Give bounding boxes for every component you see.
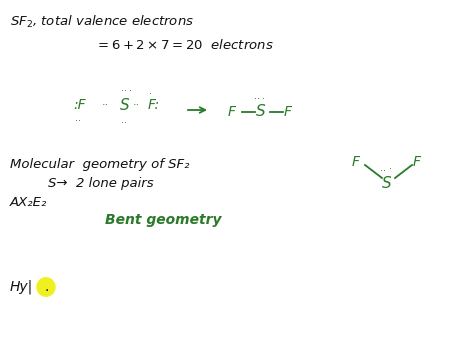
Text: F: F bbox=[352, 155, 360, 169]
Text: ..: .. bbox=[75, 113, 81, 123]
Text: ..: .. bbox=[102, 97, 109, 107]
Text: .: . bbox=[44, 280, 48, 294]
Text: ..: .. bbox=[380, 163, 386, 173]
Text: ..: .. bbox=[254, 91, 260, 101]
Text: ..: .. bbox=[121, 83, 127, 93]
Text: .: . bbox=[149, 86, 152, 96]
Text: Molecular  geometry of SF₂: Molecular geometry of SF₂ bbox=[10, 158, 190, 171]
Ellipse shape bbox=[37, 278, 55, 296]
Text: Bent geometry: Bent geometry bbox=[105, 213, 221, 227]
Text: ..: .. bbox=[133, 97, 140, 107]
Text: S: S bbox=[256, 104, 265, 120]
Text: ..: .. bbox=[121, 115, 127, 125]
Text: .: . bbox=[389, 161, 392, 171]
Text: F:: F: bbox=[148, 98, 160, 112]
Text: AX₂E₂: AX₂E₂ bbox=[10, 196, 47, 209]
Text: S→  2 lone pairs: S→ 2 lone pairs bbox=[48, 177, 154, 190]
Text: .: . bbox=[262, 91, 265, 101]
Text: .: . bbox=[129, 83, 132, 93]
Text: S: S bbox=[382, 175, 392, 191]
Text: F: F bbox=[413, 155, 421, 169]
Text: $\mathit{SF_2}$, total valence electrons: $\mathit{SF_2}$, total valence electrons bbox=[10, 14, 194, 30]
Text: Hy|: Hy| bbox=[10, 280, 33, 295]
Text: F: F bbox=[284, 105, 292, 119]
Text: :F: :F bbox=[73, 98, 86, 112]
Text: F: F bbox=[228, 105, 236, 119]
Text: $\mathit{= 6 + 2 \times 7 = 20}$  electrons: $\mathit{= 6 + 2 \times 7 = 20}$ electro… bbox=[95, 38, 273, 52]
Text: S: S bbox=[120, 98, 129, 113]
